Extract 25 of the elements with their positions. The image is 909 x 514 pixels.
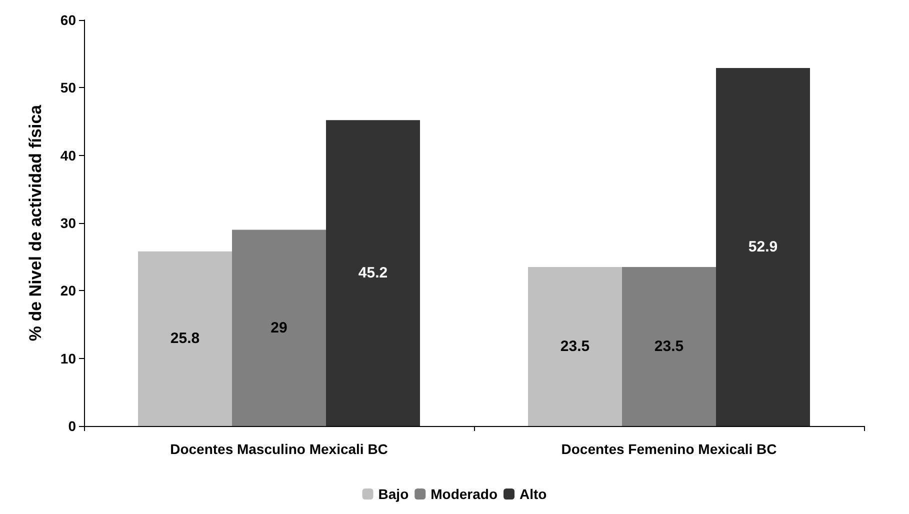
x-tick-label: Docentes Femenino Mexicali BC — [561, 441, 777, 457]
bar — [232, 230, 326, 426]
legend-label: Alto — [520, 486, 547, 502]
y-tick-label: 50 — [60, 80, 76, 96]
data-label: 23.5 — [560, 338, 590, 355]
y-axis-title: % de Nivel de actividad física — [26, 104, 45, 342]
bar — [622, 266, 716, 426]
y-tick-label: 0 — [68, 418, 76, 434]
data-label: 45.2 — [358, 264, 388, 282]
bar — [716, 68, 810, 426]
legend-label: Moderado — [430, 486, 498, 502]
y-tick-label: 20 — [60, 282, 76, 299]
data-label: 52.9 — [748, 238, 778, 256]
bar — [138, 251, 232, 426]
y-tick-label: 30 — [60, 215, 76, 231]
x-tick-label: Docentes Masculino Mexicali BC — [170, 441, 388, 457]
bar — [326, 120, 420, 426]
legend-label: Bajo — [378, 486, 409, 502]
data-label: 23.5 — [654, 338, 684, 355]
y-tick-label: 40 — [60, 147, 76, 164]
y-tick-label: 10 — [60, 350, 76, 366]
data-label: 25.8 — [170, 330, 200, 348]
data-label: 29 — [270, 319, 288, 336]
bar — [528, 266, 622, 426]
y-tick-label: 60 — [60, 12, 76, 28]
